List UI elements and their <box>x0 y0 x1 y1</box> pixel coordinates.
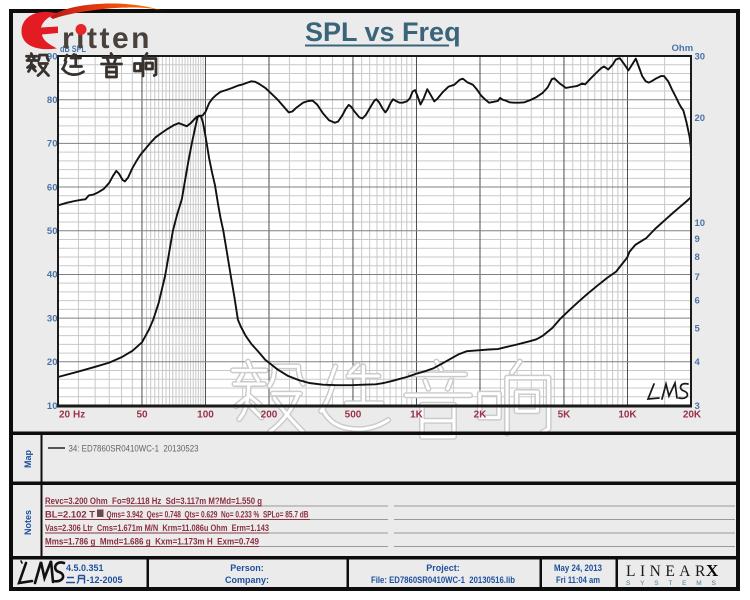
svg-text:3: 3 <box>695 401 700 412</box>
svg-text:Ohm: Ohm <box>672 43 694 54</box>
svg-text:10: 10 <box>47 401 58 412</box>
svg-text:20: 20 <box>59 410 71 421</box>
svg-text:4.5.0.351: 4.5.0.351 <box>66 563 104 573</box>
svg-text:5K: 5K <box>558 410 572 421</box>
svg-text:Hz: Hz <box>73 410 85 421</box>
svg-text:100: 100 <box>197 410 214 421</box>
svg-text:Company:: Company: <box>225 575 269 585</box>
svg-text:dB SPL: dB SPL <box>60 44 86 55</box>
svg-text:50: 50 <box>136 410 148 421</box>
svg-text:SPL vs Freq: SPL vs Freq <box>305 17 461 47</box>
svg-text:Fri 11:04 am: Fri 11:04 am <box>556 575 600 585</box>
svg-text:8: 8 <box>695 252 700 263</box>
svg-text:500: 500 <box>345 410 362 421</box>
svg-text:70: 70 <box>47 139 58 150</box>
svg-text:1K: 1K <box>410 410 424 421</box>
svg-text:20: 20 <box>695 113 706 124</box>
svg-text:Revc=3.200 Ohm Fo=92.118 Hz: Revc=3.200 Ohm Fo=92.118 Hz Sd=3.117m M?… <box>45 496 262 507</box>
svg-text:Map: Map <box>23 449 33 468</box>
svg-text:ritten: ritten <box>62 22 152 55</box>
svg-text:30: 30 <box>47 313 58 324</box>
svg-text:LINEAR: LINEAR <box>626 563 710 580</box>
svg-text:90: 90 <box>47 51 58 62</box>
svg-text:Vas=2.306 Ltr Cms=1.671m M/N: Vas=2.306 Ltr Cms=1.671m M/N Krm=11.086u… <box>45 523 269 534</box>
svg-text:20K: 20K <box>683 410 702 421</box>
svg-text:2K: 2K <box>474 410 488 421</box>
svg-text:10K: 10K <box>618 410 637 421</box>
svg-text:9: 9 <box>695 234 700 245</box>
svg-text:6: 6 <box>695 296 700 307</box>
svg-text:7: 7 <box>695 272 700 283</box>
svg-text:Person:: Person: <box>230 563 264 573</box>
svg-text:30: 30 <box>695 51 706 62</box>
svg-text:20: 20 <box>47 357 58 368</box>
svg-text:X: X <box>706 561 719 580</box>
svg-text:SYSTEMS: SYSTEMS <box>626 580 726 587</box>
svg-text:5: 5 <box>695 323 701 334</box>
svg-text:-12-2005: -12-2005 <box>87 575 123 585</box>
svg-text:80: 80 <box>47 95 58 106</box>
svg-text:May 24, 2013: May 24, 2013 <box>554 563 602 573</box>
svg-text:10: 10 <box>695 218 706 229</box>
svg-text:File: ED7860SR0410WC-1 201305: File: ED7860SR0410WC-1 20130516.lib <box>371 575 515 585</box>
svg-text:40: 40 <box>47 270 58 281</box>
svg-text:Qms= 3.942 Qes= 0.748 Qts= 0: Qms= 3.942 Qes= 0.748 Qts= 0.629 No= 0.2… <box>107 510 309 521</box>
svg-text:Project:: Project: <box>426 563 460 573</box>
svg-text:60: 60 <box>47 182 58 193</box>
svg-text:Mms=1.786 g Mmd=1.686 g Kxm=: Mms=1.786 g Mmd=1.686 g Kxm=1.173m H Exm… <box>45 537 259 548</box>
svg-text:Notes: Notes <box>23 510 33 535</box>
svg-text:34: ED7860SR0410WC-1 20130523: 34: ED7860SR0410WC-1 20130523 <box>69 444 199 455</box>
svg-text:4: 4 <box>695 357 701 368</box>
svg-text:200: 200 <box>261 410 278 421</box>
svg-text:50: 50 <box>47 226 58 237</box>
svg-text:BL=2.102 T: BL=2.102 T <box>45 510 95 521</box>
